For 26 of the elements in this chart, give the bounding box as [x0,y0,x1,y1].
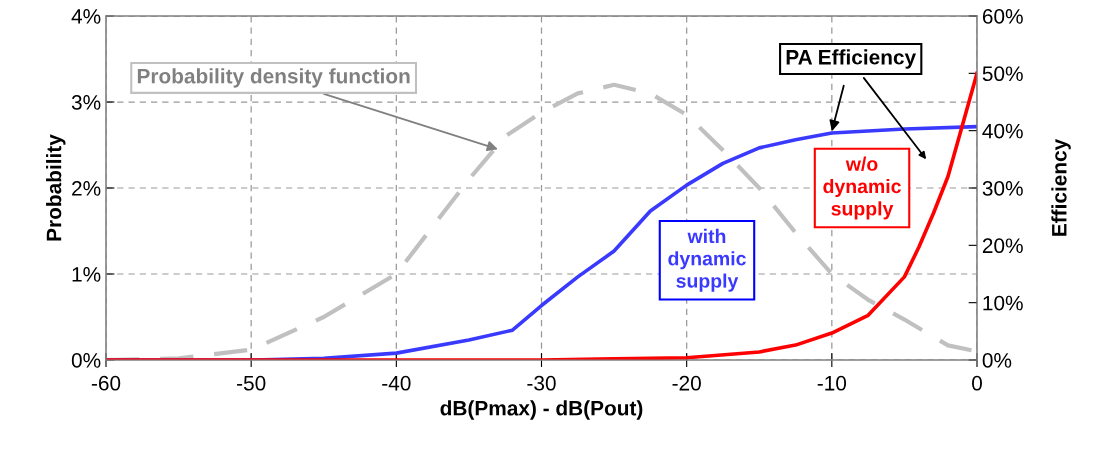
x-tick-label: -40 [382,375,411,391]
y2-tick-label: 60% [982,9,1023,24]
y-tick-label: 2% [72,181,101,196]
annotation: PA Efficiency [786,49,917,69]
y2-tick-label: 10% [983,295,1023,311]
y2-tick-label: 30% [982,181,1023,196]
x-tick-label: -30 [527,375,556,391]
y-tick-label: 3% [71,95,101,110]
y2-tick-label: 0% [982,353,1012,368]
y2-axis-title: Efficiency [1051,138,1071,236]
y2-tick-label: 40% [982,123,1023,139]
x-tick-label: -60 [91,375,121,391]
y-axis-title: Probability [46,134,66,241]
x-axis-title: dB(Pmax) - dB(Pout) [440,400,643,420]
x-tick-label: 0 [972,375,982,391]
y-tick-label: 4% [71,9,101,24]
y2-tick-label: 20% [982,238,1023,254]
y-tick-label: 1% [72,267,101,282]
annotation: w/o dynamic supply [823,156,901,220]
y2-tick-label: 50% [982,66,1023,82]
y-tick-label: 0% [71,353,101,368]
annotation: with dynamic supply [668,228,746,292]
x-tick-label: -50 [237,375,266,391]
x-tick-label: -20 [672,375,701,391]
x-tick-label: -10 [817,375,847,391]
annotation: Probability density function [137,68,410,88]
